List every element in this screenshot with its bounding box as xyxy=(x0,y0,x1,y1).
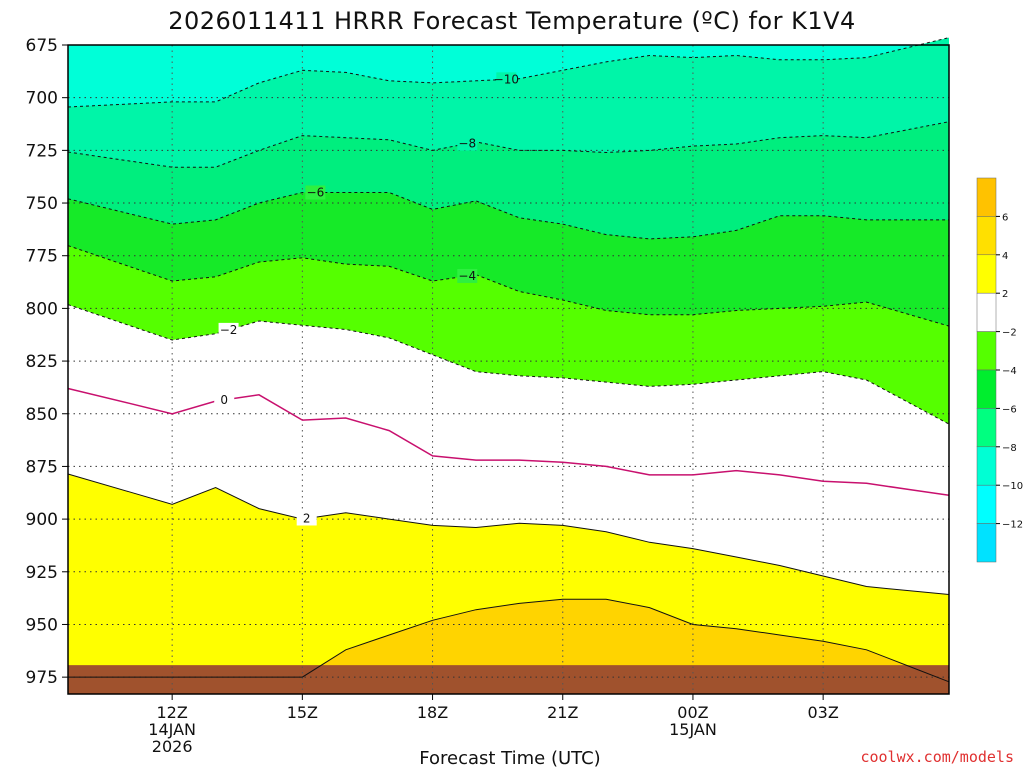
ground-band xyxy=(68,665,949,694)
contour-label-bg xyxy=(214,392,235,407)
colorbar-swatch xyxy=(976,216,997,256)
contour-label: 0 xyxy=(220,393,228,407)
contour-label: −6 xyxy=(307,186,325,200)
y-tick-label: 800 xyxy=(26,299,58,319)
y-tick-label: 950 xyxy=(26,615,58,635)
y-tick-label: 875 xyxy=(26,457,58,477)
y-tick-label: 925 xyxy=(26,563,58,583)
contour-line xyxy=(67,473,950,595)
plot-area xyxy=(68,37,949,695)
contour-label: −10 xyxy=(494,72,519,86)
y-tick-label: 775 xyxy=(26,247,58,267)
contour-label-bg xyxy=(496,72,517,87)
contour-line xyxy=(68,598,950,683)
y-tick-label: 975 xyxy=(26,668,58,688)
y-tick-label: 675 xyxy=(26,36,58,56)
colorbar-swatch xyxy=(976,369,997,409)
contour-label-bg xyxy=(305,185,326,200)
x-tick-label: 12Z xyxy=(156,703,187,722)
contour-label-bg xyxy=(457,268,478,283)
colorbar-label: −10 xyxy=(1002,481,1023,492)
x-tick-label: 14JAN xyxy=(148,720,196,739)
contour-label: −8 xyxy=(458,137,476,151)
y-tick-label: 700 xyxy=(26,89,58,109)
colorbar-swatch xyxy=(976,177,997,217)
contour-label: −2 xyxy=(220,323,238,337)
x-tick-label: 2026 xyxy=(152,737,193,756)
x-tick-label: 15Z xyxy=(287,703,318,722)
contour-label-bg xyxy=(218,322,239,337)
contour-line xyxy=(67,121,950,168)
contour-labels: −10 −8 −6 −4 −2 0 2 xyxy=(214,72,519,526)
x-tick-label: 21Z xyxy=(547,703,578,722)
contour-label-bg xyxy=(457,136,478,151)
colorbar-swatch xyxy=(976,408,997,448)
colorbar-swatch xyxy=(976,484,997,524)
y-tick-label: 750 xyxy=(26,194,58,214)
credit-text[interactable]: coolwx.com/models xyxy=(860,748,1014,766)
x-axis-title: Forecast Time (UTC) xyxy=(419,748,600,768)
y-tick-label: 725 xyxy=(26,141,58,161)
colorbar-swatch xyxy=(976,446,997,486)
colorbar-label: 6 xyxy=(1002,212,1008,223)
contour-label: −4 xyxy=(458,269,476,283)
colorbar-swatch xyxy=(976,292,997,332)
colorbar-swatch xyxy=(976,523,997,563)
contour-line xyxy=(67,37,950,108)
x-tick-label: 03Z xyxy=(807,703,838,722)
colorbar-swatch xyxy=(976,331,997,371)
y-tick-label: 900 xyxy=(26,510,58,530)
contour-label-bg xyxy=(296,511,317,526)
colorbar-label: 2 xyxy=(1002,289,1008,300)
colorbar-label: −8 xyxy=(1002,443,1017,454)
colorbar-label: −2 xyxy=(1002,328,1017,339)
x-tick-label: 18Z xyxy=(417,703,448,722)
x-tick-label: 00Z xyxy=(677,703,708,722)
contour-line xyxy=(67,245,950,327)
colorbar-label: −12 xyxy=(1002,520,1023,531)
chart-title: 2026011411 HRRR Forecast Temperature (ºC… xyxy=(168,7,856,35)
y-tick-label: 825 xyxy=(26,352,58,372)
colorbar-swatch xyxy=(976,254,997,294)
x-tick-label: 15JAN xyxy=(669,720,717,739)
y-tick-label: 850 xyxy=(26,405,58,425)
colorbar: 6 4 2 −2 −4 −6 −8 −10 −12 xyxy=(976,177,1023,563)
colorbar-label: −4 xyxy=(1002,366,1017,377)
colorbar-label: −6 xyxy=(1002,404,1017,415)
colorbar-label: 4 xyxy=(1002,251,1008,262)
contour-label: 2 xyxy=(303,511,311,525)
plot-frame xyxy=(67,44,950,695)
y-axis: 675 700 725 750 775 800 825 850 875 900 925 950 975 xyxy=(26,36,68,688)
